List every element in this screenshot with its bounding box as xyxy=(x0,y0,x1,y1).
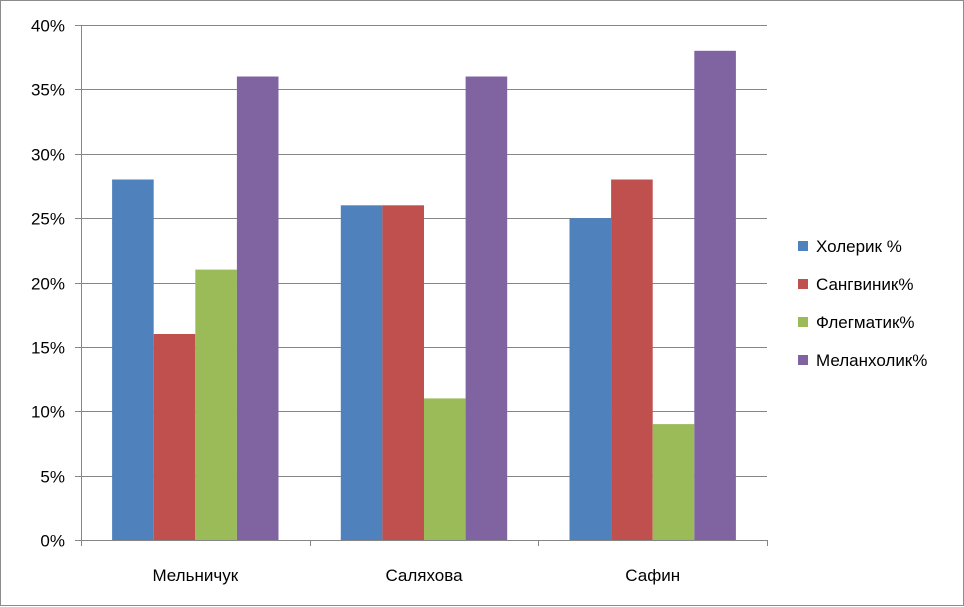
y-tick-label: 10% xyxy=(31,403,65,422)
legend-swatch xyxy=(798,279,808,289)
bar-флегматик-2 xyxy=(652,424,695,540)
axes xyxy=(75,25,768,546)
legend-swatch xyxy=(798,241,808,251)
y-tick-label: 25% xyxy=(31,210,65,229)
y-tick-label: 5% xyxy=(40,468,65,487)
bar-холерик-0 xyxy=(112,179,154,540)
y-tick-label: 30% xyxy=(31,146,65,165)
bar-меланхолик-0 xyxy=(236,76,279,540)
x-category-label: Мельничук xyxy=(152,566,238,585)
x-category-label: Саляхова xyxy=(385,566,463,585)
x-category-label: Сафин xyxy=(625,566,680,585)
y-tick-label: 40% xyxy=(31,17,65,36)
bars xyxy=(112,50,736,541)
legend-label: Холерик % xyxy=(816,237,902,256)
legend-swatch xyxy=(798,317,808,327)
y-tick-label: 15% xyxy=(31,339,65,358)
y-tick-label: 35% xyxy=(31,81,65,100)
bar-меланхолик-2 xyxy=(694,50,736,541)
bar-флегматик-0 xyxy=(195,269,237,540)
bar-сангвиник-1 xyxy=(382,205,424,541)
legend-label: Флегматик% xyxy=(816,313,915,332)
legend-label: Меланхолик% xyxy=(816,351,927,370)
bar-сангвиник-2 xyxy=(611,179,653,540)
bar-холерик-2 xyxy=(569,218,612,540)
bar-сангвиник-0 xyxy=(153,334,196,540)
legend: Холерик % Сангвиник% Флегматик% Меланхолик% xyxy=(798,237,927,370)
y-tick-label: 0% xyxy=(40,532,65,551)
legend-swatch xyxy=(798,355,808,365)
y-tick-label: 20% xyxy=(31,275,65,294)
x-category-labels: Мельничук Саляхова Сафин xyxy=(152,566,680,585)
legend-label: Сангвиник% xyxy=(816,275,913,294)
bar-холерик-1 xyxy=(340,205,383,541)
y-tick-labels: 0% 5% 10% 15% 20% 25% 30% 35% 40% xyxy=(31,17,65,551)
bar-флегматик-1 xyxy=(424,398,466,540)
bar-меланхолик-1 xyxy=(465,76,508,540)
